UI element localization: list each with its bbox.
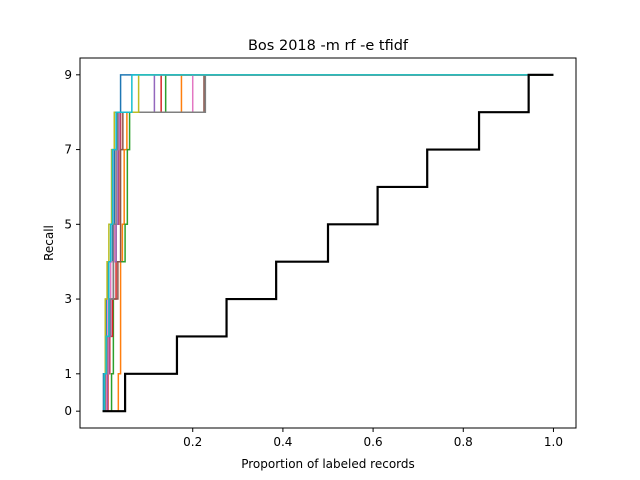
y-tick-label: 9 bbox=[64, 68, 72, 82]
y-tick-label: 1 bbox=[64, 367, 72, 381]
y-axis: 0 1 3 5 7 9 bbox=[64, 68, 80, 418]
y-tick-label: 5 bbox=[64, 217, 72, 231]
series-layer bbox=[102, 73, 554, 413]
x-tick-label: 0.8 bbox=[454, 435, 473, 449]
plot-frame bbox=[79, 57, 577, 429]
x-tick-label: 1.0 bbox=[544, 435, 563, 449]
x-axis-label: Proportion of labeled records bbox=[241, 457, 415, 471]
series-line-10 bbox=[102, 74, 554, 412]
y-axis-label: Recall bbox=[42, 225, 56, 261]
y-tick-label: 3 bbox=[64, 292, 72, 306]
x-tick-label: 0.2 bbox=[183, 435, 202, 449]
x-axis: 0.2 0.4 0.6 0.8 1.0 bbox=[183, 428, 563, 449]
y-tick-label: 7 bbox=[64, 143, 72, 157]
chart-title: Bos 2018 -m rf -e tfidf bbox=[248, 38, 409, 54]
x-tick-label: 0.6 bbox=[364, 435, 383, 449]
series-line-11 bbox=[102, 73, 554, 413]
y-tick-label: 0 bbox=[64, 404, 72, 418]
x-tick-label: 0.4 bbox=[273, 435, 292, 449]
